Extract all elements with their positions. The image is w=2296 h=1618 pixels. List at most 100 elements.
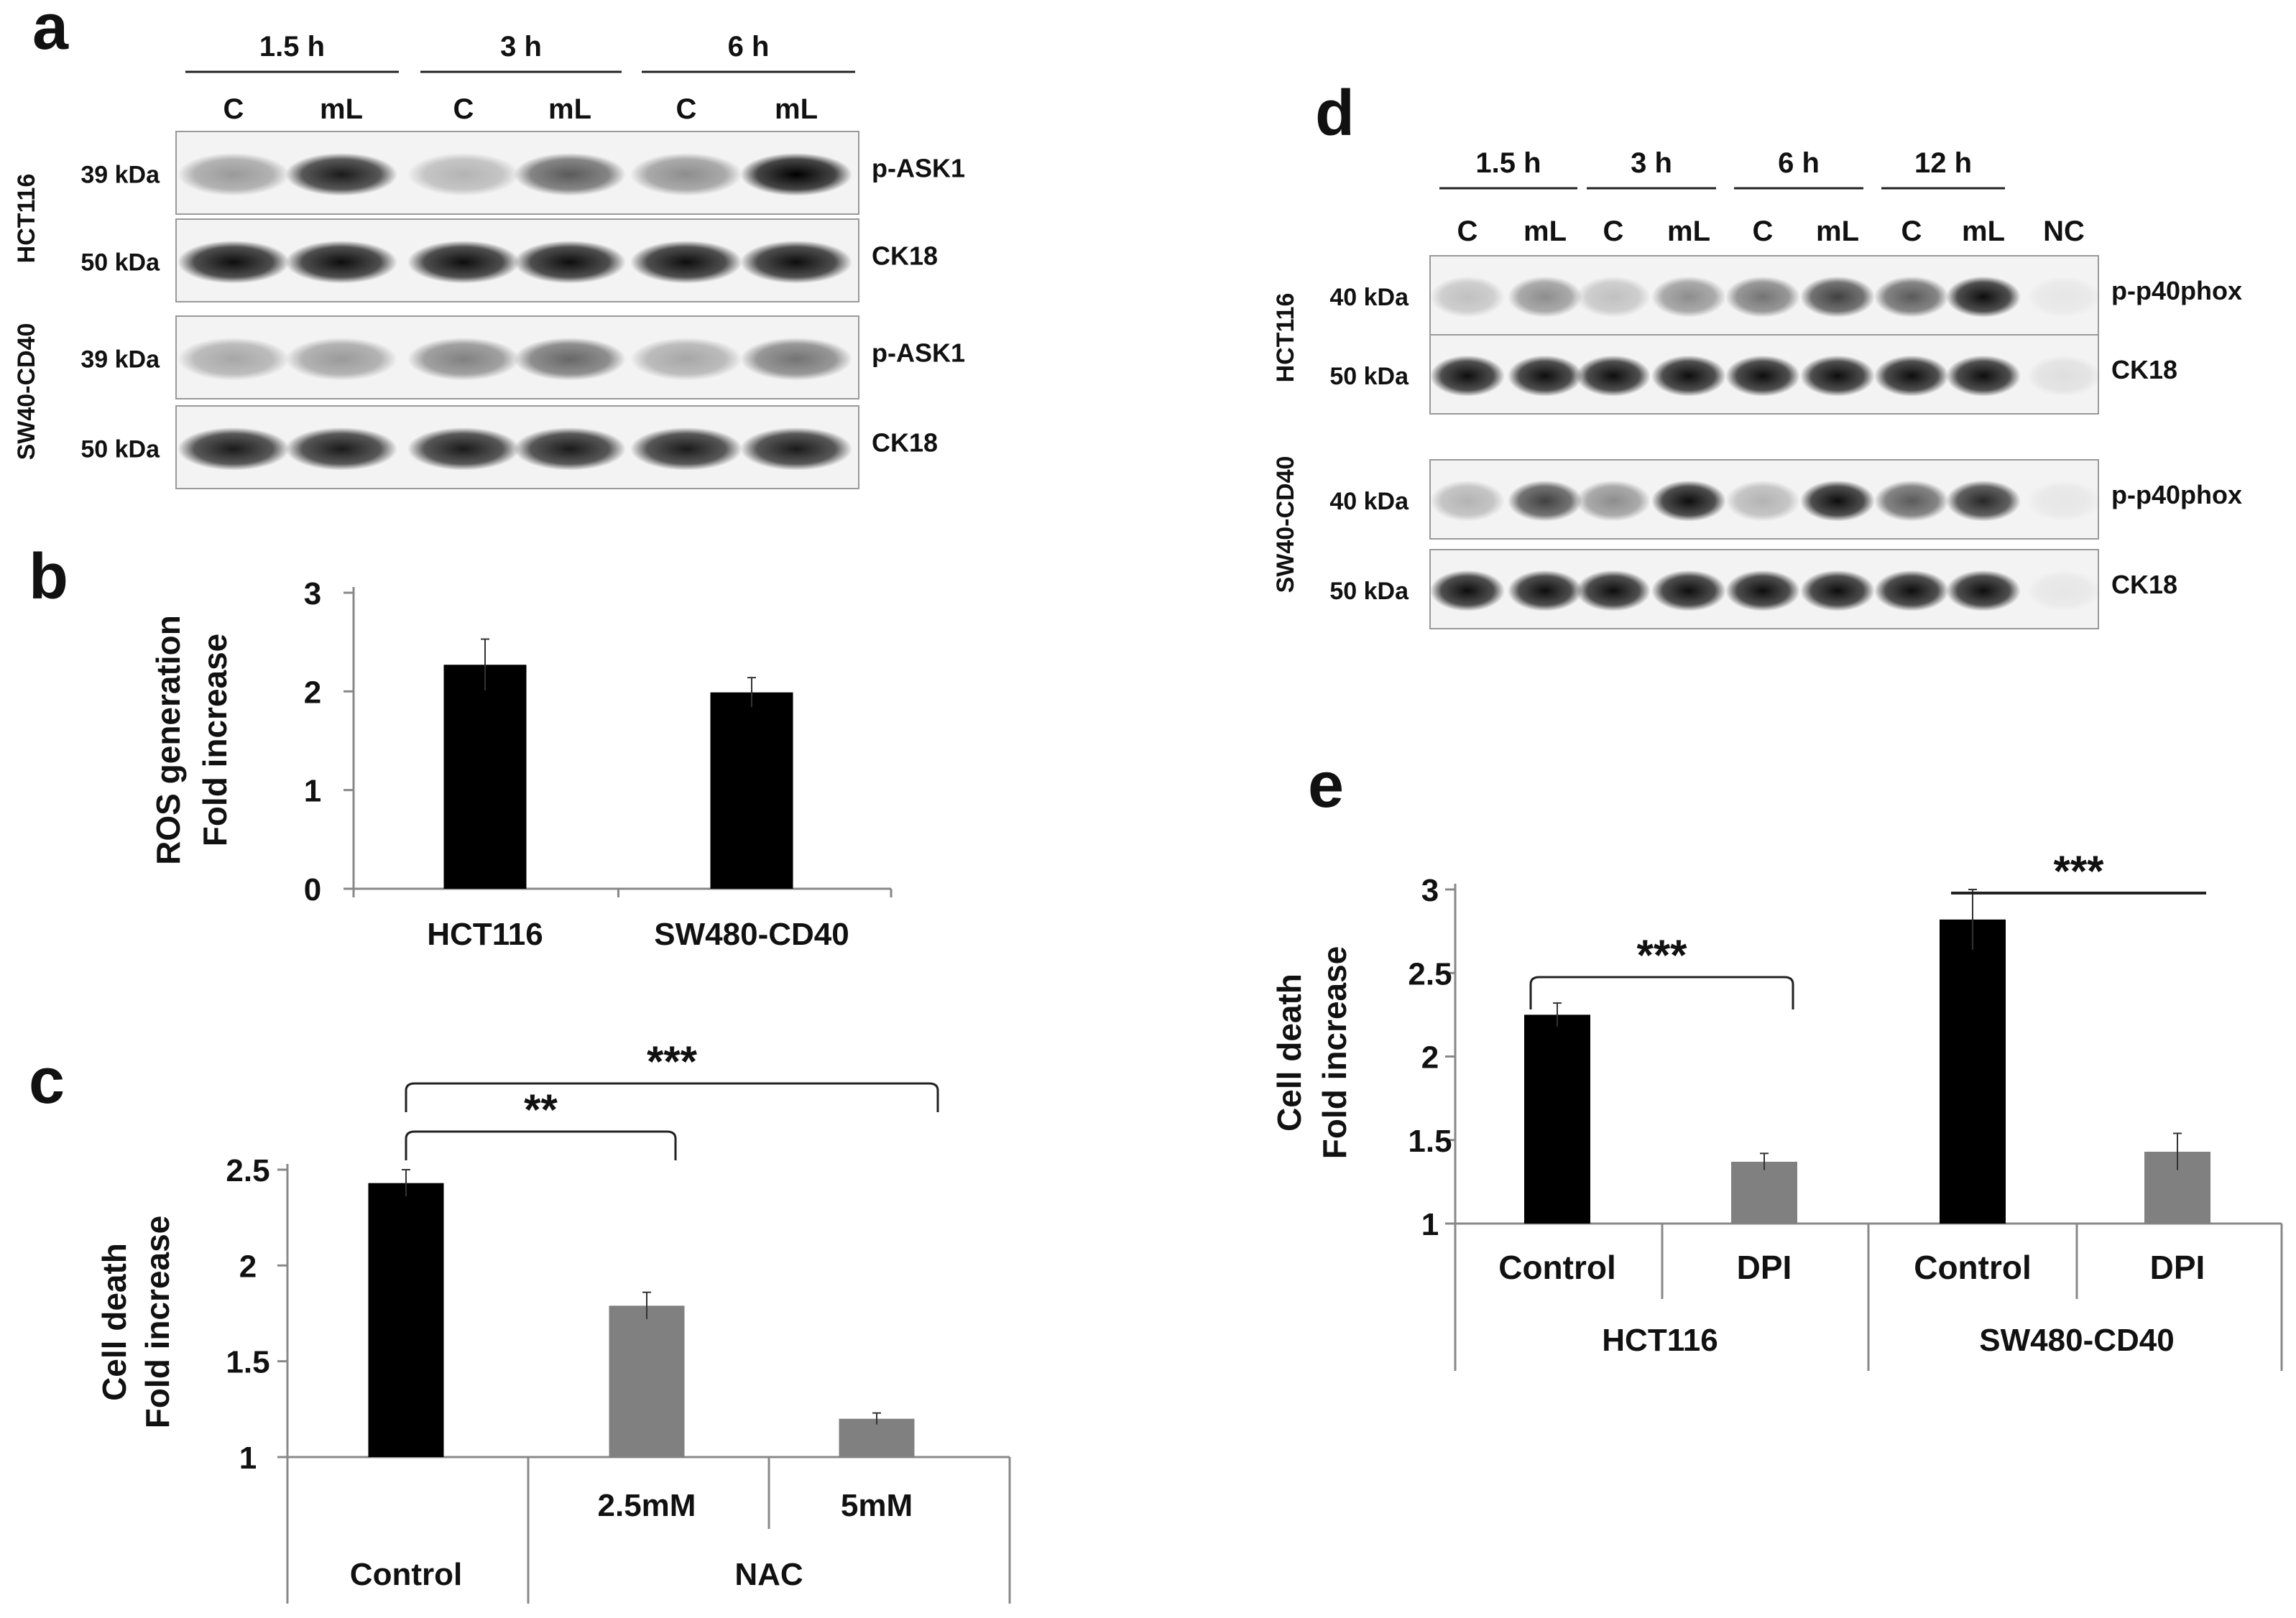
- y-tick-label: 0: [304, 872, 321, 907]
- lane-label: C: [1753, 216, 1774, 247]
- blot-band: [1651, 355, 1726, 397]
- blot-band: [740, 427, 852, 471]
- molecular-weight-label: 50 kDa: [80, 436, 160, 463]
- blot-band: [1508, 276, 1582, 318]
- blot-band: [514, 337, 626, 381]
- panel-letter: d: [1315, 78, 1355, 149]
- bar: [710, 692, 793, 889]
- blot-band: [630, 427, 742, 471]
- blot-band: [407, 337, 520, 381]
- y-axis-label: Cell death: [1271, 974, 1308, 1132]
- significance-label: ***: [647, 1037, 698, 1086]
- blot-band: [630, 152, 742, 196]
- category-label: SW480-CD40: [654, 917, 849, 952]
- blot-band: [1576, 570, 1651, 611]
- molecular-weight-label: 40 kDa: [1329, 488, 1409, 515]
- blot-band: [1576, 355, 1651, 397]
- blot-band: [514, 240, 626, 284]
- y-tick-label: 1: [304, 774, 321, 809]
- protein-label: CK18: [872, 428, 938, 458]
- blot-band: [514, 427, 626, 471]
- blot-band: [1725, 355, 1800, 397]
- lane-label: mL: [1816, 216, 1859, 247]
- blot-band: [1946, 570, 2021, 611]
- blot-band: [1874, 276, 1949, 318]
- lane-label: mL: [1962, 216, 2005, 247]
- bar: [443, 665, 527, 889]
- blot-band: [407, 240, 520, 284]
- blot-band: [1725, 276, 1800, 318]
- protein-label: p-p40phox: [2111, 480, 2242, 509]
- blot-band: [1946, 355, 2021, 397]
- blot-band: [1576, 276, 1651, 318]
- time-point-label: 3 h: [1631, 147, 1672, 179]
- y-tick-label: 2: [304, 675, 321, 710]
- panel-letter: b: [29, 541, 68, 613]
- category-label: Control: [1914, 1249, 2032, 1286]
- bar-chart-e: e 1 1.5 2 2.5 3 Cell death Fold increase Control…: [1271, 749, 2283, 1371]
- blot-band: [1508, 355, 1582, 397]
- bar: [368, 1183, 444, 1457]
- lane-label: mL: [1523, 216, 1567, 247]
- y-tick-label: 1.5: [226, 1345, 269, 1380]
- blot-band: [1508, 570, 1582, 611]
- time-point-label: 6 h: [1778, 147, 1820, 179]
- blot-band: [1800, 480, 1875, 522]
- blot-band: [177, 240, 290, 284]
- lane-label: mL: [775, 93, 818, 125]
- blot-band: [1576, 480, 1651, 522]
- blot-band: [1651, 480, 1726, 522]
- time-point-label: 1.5 h: [259, 31, 325, 63]
- lane-label: C: [1457, 216, 1478, 247]
- y-tick-label: 1.5: [1408, 1124, 1452, 1159]
- blot-band: [285, 152, 397, 196]
- significance-bracket: [1529, 976, 1794, 1009]
- blot-band: [1800, 355, 1875, 397]
- blot-band: [1800, 570, 1875, 611]
- y-tick-label: 2: [1421, 1040, 1439, 1076]
- blot-band: [1725, 570, 1800, 611]
- protein-label: p-p40phox: [2111, 276, 2242, 305]
- blot-band: [1725, 480, 1800, 522]
- category-label: HCT116: [427, 917, 543, 952]
- cell-line-label: HCT116: [1272, 293, 1299, 383]
- y-tick-label: 3: [304, 576, 321, 611]
- y-axis-label: Fold increase: [139, 1216, 176, 1429]
- y-tick-label: 1: [1421, 1207, 1439, 1242]
- cell-line-label: HCT116: [13, 174, 40, 264]
- blot-band: [1946, 480, 2021, 522]
- group-label: Control: [350, 1557, 462, 1592]
- blot-band: [1430, 276, 1505, 318]
- category-label: Control: [1498, 1249, 1616, 1286]
- y-tick-label: 1: [239, 1441, 257, 1476]
- blot-band: [2027, 276, 2101, 318]
- lane-label: NC: [2043, 216, 2085, 247]
- protein-label: CK18: [2111, 570, 2177, 599]
- blot-band: [285, 240, 397, 284]
- category-label: DPI: [1737, 1249, 1792, 1286]
- panel-letter: c: [29, 1045, 65, 1117]
- blot-band: [407, 152, 520, 196]
- lane-label: C: [676, 93, 697, 125]
- significance-label: ***: [1636, 931, 1687, 979]
- panel-letter: a: [32, 0, 69, 63]
- blot-band: [1430, 480, 1505, 522]
- molecular-weight-label: 39 kDa: [80, 346, 160, 374]
- lane-label: C: [1901, 216, 1922, 247]
- blot-band: [1508, 480, 1582, 522]
- blot-band: [285, 337, 397, 381]
- time-point-label: 3 h: [500, 31, 542, 63]
- time-point-label: 6 h: [728, 31, 770, 63]
- molecular-weight-label: 50 kDa: [1329, 363, 1409, 390]
- blot-band: [2027, 355, 2101, 397]
- category-label: DPI: [2150, 1249, 2205, 1286]
- bar: [839, 1418, 915, 1457]
- significance-bracket: [405, 1082, 939, 1112]
- blot-band: [177, 152, 290, 196]
- blot-band: [2027, 570, 2101, 611]
- bar-chart-c: c 1 1.5 2 2.5 Cell death Fold increase 2.5mM 5mM…: [29, 1037, 1011, 1604]
- blot-band: [1430, 355, 1505, 397]
